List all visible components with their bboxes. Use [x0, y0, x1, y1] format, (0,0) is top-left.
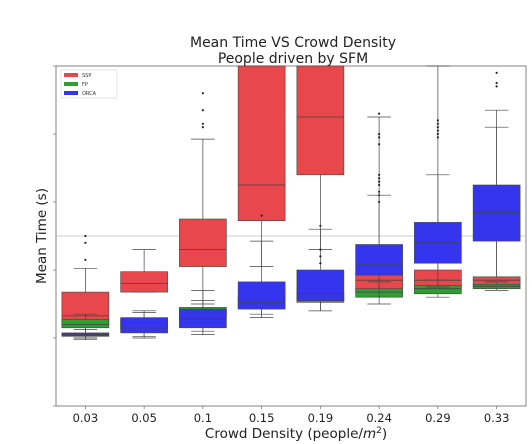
outlier-point	[436, 129, 439, 132]
x-tick-label: 0.1	[194, 411, 212, 425]
legend-entry: SSP	[82, 73, 91, 79]
outlier-point	[201, 122, 204, 125]
outlier-point	[319, 255, 322, 258]
chart-subtitle: People driven by SFM	[218, 51, 368, 67]
box-iqr	[355, 244, 403, 276]
outlier-point	[436, 136, 439, 139]
outlier-point	[378, 136, 381, 139]
outlier-point	[84, 258, 87, 261]
x-tick-label: 0.03	[73, 411, 99, 425]
outlier-point	[378, 183, 381, 187]
box-iqr	[179, 218, 227, 267]
outlier-point	[319, 248, 322, 251]
legend: SSP FP ORCA	[60, 69, 118, 99]
outlier-point	[378, 132, 381, 136]
outlier-point	[319, 224, 322, 227]
box-iqr	[120, 317, 168, 334]
outlier-point	[84, 241, 87, 244]
outlier-point	[436, 126, 439, 129]
box-fp-7	[472, 281, 521, 291]
x-tick-label: 0.33	[484, 411, 510, 425]
outlier-point	[436, 132, 439, 136]
box-iqr	[237, 281, 286, 310]
box-iqr	[472, 184, 521, 242]
legend-swatch	[64, 73, 78, 77]
box-orca-2	[179, 290, 227, 335]
legend-entry: FP	[82, 82, 88, 88]
box-orca-0	[61, 329, 110, 341]
outlier-point	[319, 262, 322, 265]
legend-swatch	[64, 91, 78, 95]
box-iqr	[179, 308, 227, 329]
x-axis-label: Crowd Density (people/m2)	[205, 426, 387, 442]
box-iqr	[296, 65, 345, 176]
x-tick-label: 0.24	[366, 411, 392, 425]
x-axis-ticks: 0.03 0.05 0.1 0.15 0.19 0.24 0.29 0.33	[73, 406, 510, 425]
box-orca-1	[120, 310, 168, 337]
outlier-point	[436, 122, 439, 125]
outlier-point	[378, 190, 381, 193]
outlier-point	[378, 180, 381, 183]
box-orca-6	[414, 174, 462, 288]
box-series	[61, 65, 521, 341]
outlier-point	[84, 234, 87, 238]
box-iqr	[61, 318, 110, 329]
outlier-point	[436, 119, 439, 122]
outlier-point	[201, 126, 204, 129]
outlier-point	[260, 214, 263, 217]
outlier-point	[201, 109, 204, 112]
outlier-point	[495, 71, 498, 74]
box-orca-3	[237, 240, 286, 318]
box-iqr	[296, 269, 345, 301]
outlier-point	[378, 143, 381, 146]
x-tick-label: 0.29	[425, 411, 451, 425]
box-ssp-3	[237, 65, 286, 267]
y-axis-label: Mean Time (s)	[34, 188, 50, 284]
box-ssp-2	[179, 92, 227, 305]
outlier-point	[378, 173, 381, 176]
box-ssp-1	[120, 249, 168, 293]
legend-entry: ORCA	[82, 91, 97, 97]
chart-title: Mean Time VS Crowd Density	[190, 35, 396, 51]
plot-area: 0.03 0.05 0.1 0.15 0.19 0.24 0.29 0.33	[53, 65, 527, 425]
x-tick-label: 0.05	[131, 411, 157, 425]
box-orca-5	[355, 194, 403, 298]
box-iqr	[237, 65, 286, 221]
box-iqr	[120, 271, 168, 293]
outlier-point	[201, 92, 204, 95]
outlier-point	[378, 112, 381, 115]
box-orca-4	[296, 224, 345, 312]
legend-swatch	[64, 82, 78, 86]
outlier-point	[495, 81, 498, 85]
x-tick-label: 0.19	[308, 411, 334, 425]
outlier-point	[495, 85, 498, 88]
box-orca-7	[472, 126, 521, 278]
outlier-point	[378, 177, 381, 180]
y-axis-ticks	[53, 65, 56, 407]
x-tick-label: 0.15	[249, 411, 275, 425]
